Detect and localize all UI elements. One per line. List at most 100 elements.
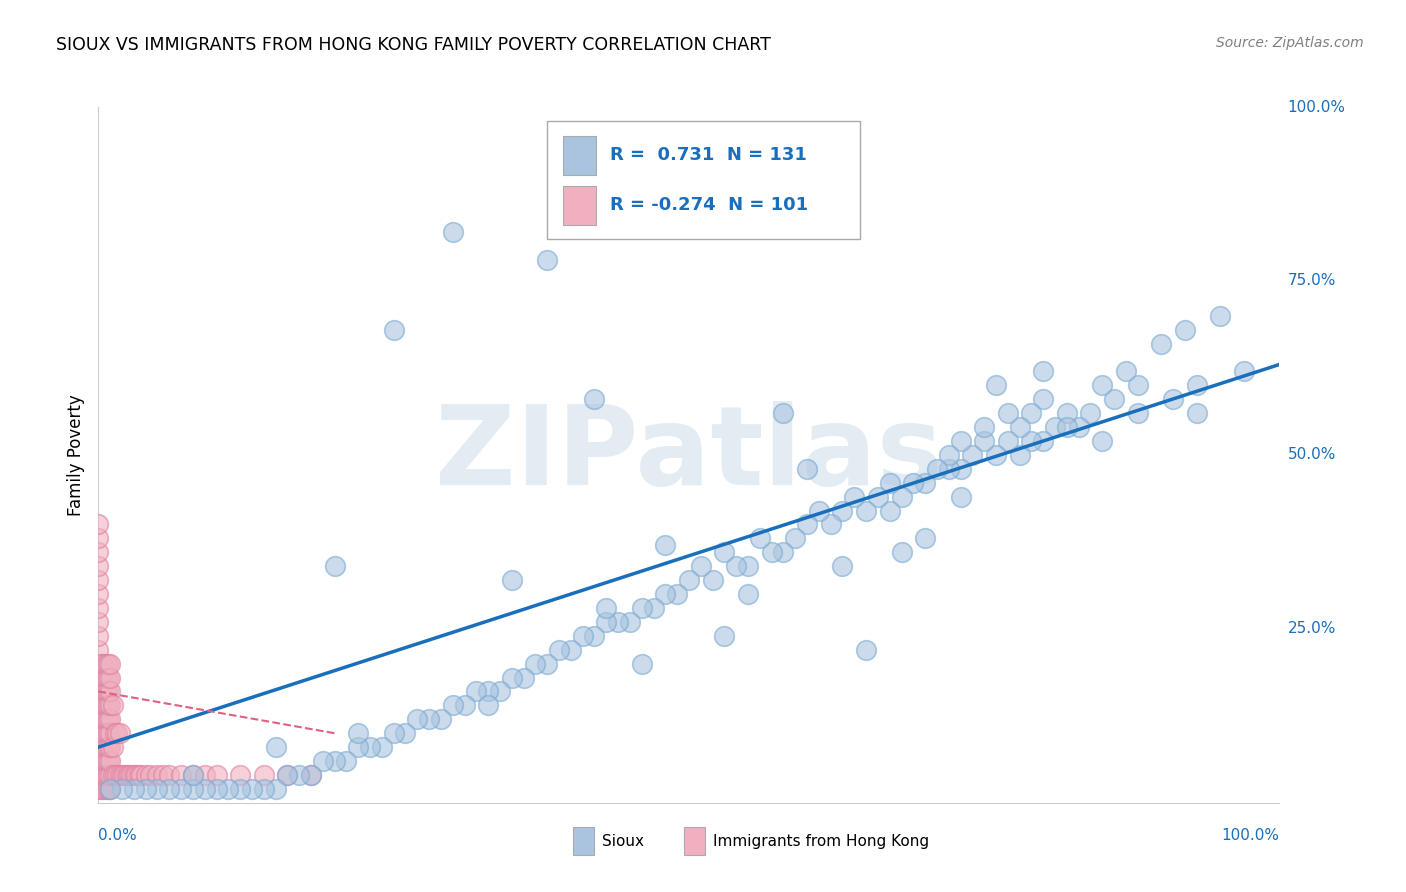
Point xyxy=(1056,406,1078,420)
Point xyxy=(678,204,700,219)
Point xyxy=(796,517,818,532)
Point xyxy=(91,657,114,671)
Point xyxy=(643,601,665,615)
Text: Source: ZipAtlas.com: Source: ZipAtlas.com xyxy=(1216,36,1364,50)
Point xyxy=(94,671,117,685)
Text: 75.0%: 75.0% xyxy=(1288,274,1336,288)
Point xyxy=(101,768,124,782)
Point xyxy=(90,740,112,755)
Point xyxy=(536,253,558,268)
Point xyxy=(98,781,121,796)
Point xyxy=(217,781,239,796)
Point xyxy=(831,559,853,574)
Point xyxy=(94,698,117,713)
Point xyxy=(97,698,120,713)
Point xyxy=(87,615,110,629)
Point xyxy=(973,434,995,448)
Point xyxy=(98,698,121,713)
Point xyxy=(91,781,114,796)
Point xyxy=(984,448,1007,462)
Point xyxy=(87,545,110,559)
Point xyxy=(595,615,617,629)
Point xyxy=(654,587,676,601)
Point xyxy=(87,671,110,685)
Point xyxy=(91,740,114,755)
Point xyxy=(115,768,138,782)
Point xyxy=(139,768,162,782)
Point xyxy=(91,726,114,740)
Bar xyxy=(562,186,596,225)
Point xyxy=(98,657,121,671)
Point xyxy=(1008,448,1031,462)
Point xyxy=(91,754,114,768)
Point xyxy=(903,475,925,490)
Point xyxy=(406,712,429,726)
Point xyxy=(772,545,794,559)
Point xyxy=(962,448,984,462)
Point xyxy=(128,768,150,782)
Point xyxy=(938,448,960,462)
Point xyxy=(112,768,135,782)
Point xyxy=(91,712,114,726)
Point xyxy=(536,657,558,671)
Point xyxy=(761,545,783,559)
Point xyxy=(772,406,794,420)
Bar xyxy=(685,827,706,855)
Point xyxy=(1032,392,1054,407)
Point xyxy=(125,768,148,782)
Point xyxy=(181,768,204,782)
Point xyxy=(90,657,112,671)
Point xyxy=(548,642,571,657)
Point xyxy=(94,657,117,671)
Point xyxy=(1091,378,1114,392)
Point xyxy=(997,434,1019,448)
Point xyxy=(253,781,276,796)
Point xyxy=(90,768,112,782)
Point xyxy=(583,392,606,407)
Point xyxy=(98,726,121,740)
Point xyxy=(205,768,228,782)
Point xyxy=(108,726,131,740)
Point xyxy=(299,768,322,782)
Point xyxy=(118,768,141,782)
Point xyxy=(94,712,117,726)
Point xyxy=(441,225,464,239)
Point xyxy=(98,754,121,768)
Text: R = -0.274  N = 101: R = -0.274 N = 101 xyxy=(610,196,808,214)
Text: 100.0%: 100.0% xyxy=(1288,100,1346,114)
Point xyxy=(1021,434,1043,448)
Point xyxy=(879,475,901,490)
Point xyxy=(607,615,630,629)
Point xyxy=(1102,392,1125,407)
Point xyxy=(1080,406,1102,420)
Point xyxy=(1185,378,1208,392)
Point xyxy=(105,726,128,740)
Point xyxy=(713,629,735,643)
Text: Sioux: Sioux xyxy=(602,833,644,848)
Point xyxy=(91,698,114,713)
Point xyxy=(512,671,534,685)
Point xyxy=(276,768,298,782)
Point xyxy=(1115,364,1137,378)
Point xyxy=(276,768,298,782)
Point xyxy=(323,754,346,768)
Point xyxy=(97,768,120,782)
Point xyxy=(1209,309,1232,323)
Point xyxy=(312,754,335,768)
Point xyxy=(98,684,121,698)
Point xyxy=(135,781,157,796)
Point xyxy=(630,657,652,671)
Point xyxy=(938,462,960,476)
Point xyxy=(87,768,110,782)
Point xyxy=(97,712,120,726)
Point xyxy=(748,532,770,546)
Point xyxy=(205,781,228,796)
Point xyxy=(87,781,110,796)
Point xyxy=(170,768,193,782)
Point xyxy=(489,684,512,698)
Point xyxy=(94,768,117,782)
Bar xyxy=(562,136,596,175)
Point xyxy=(87,642,110,657)
Point xyxy=(820,517,842,532)
Point xyxy=(97,781,120,796)
